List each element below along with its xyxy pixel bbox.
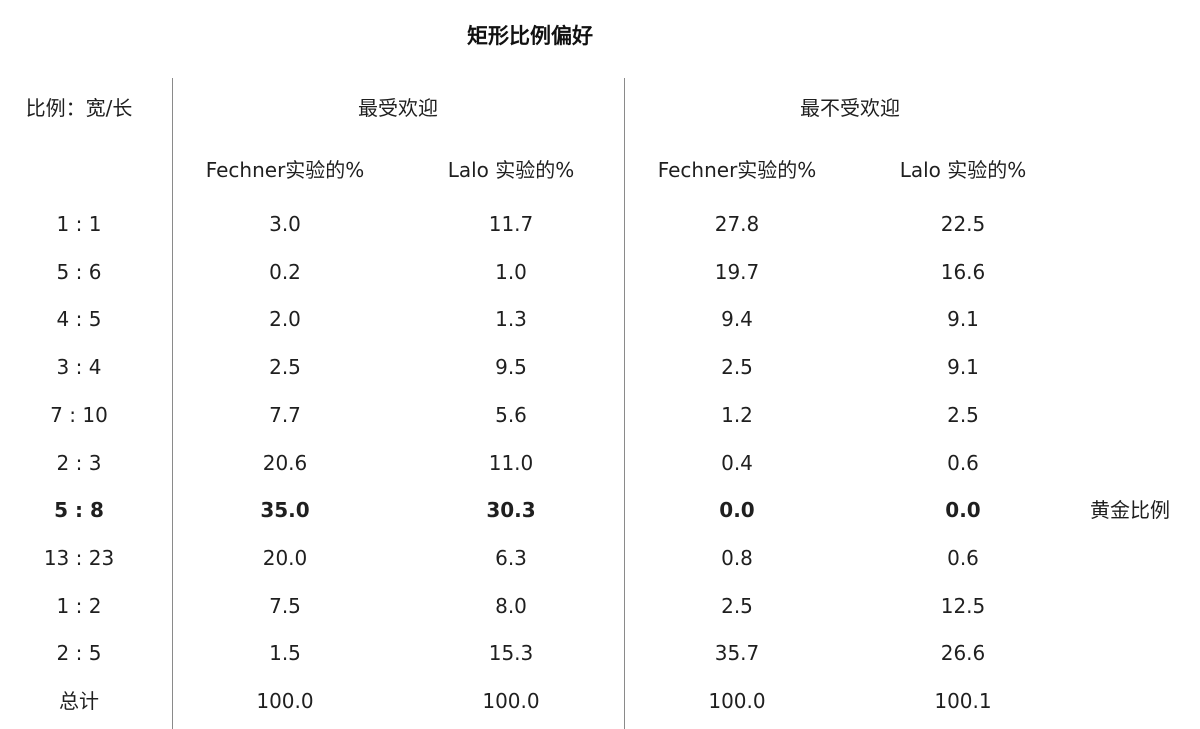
data-cell: 30.3 [486,498,536,522]
data-cell: 22.5 [940,212,986,236]
data-cell: 12.5 [940,594,986,618]
data-cell: 0.4 [721,451,753,475]
data-cell: 0.0 [945,498,981,522]
table-title: 矩形比例偏好 [467,24,593,48]
data-cell: 19.7 [714,260,760,284]
total-label: 总计 [59,689,99,713]
data-cell: 9.1 [947,307,979,331]
ratio-label: 1 : 1 [56,212,102,236]
data-cell: 0.0 [719,498,755,522]
group-header-least-popular: 最不受欢迎 [800,96,900,120]
column-header-lalo-popular: Lalo 实验的% [447,158,575,182]
ratio-label: 13 : 23 [43,546,115,570]
data-cell: 9.5 [495,355,527,379]
row-note: 黄金比例 [1090,498,1170,522]
ratio-label: 5 : 6 [56,260,102,284]
total-cell: 100.0 [482,689,540,713]
column-header-fechner-popular: Fechner实验的% [205,158,365,182]
divider-left [172,78,173,729]
ratio-label: 3 : 4 [56,355,102,379]
data-cell: 9.4 [721,307,753,331]
data-cell: 2.0 [269,307,301,331]
total-cell: 100.0 [708,689,766,713]
row-header-label: 比例：宽/长 [25,96,133,120]
data-cell: 11.7 [488,212,534,236]
data-cell: 7.5 [269,594,301,618]
data-cell: 26.6 [940,641,986,665]
ratio-label: 5 : 8 [54,498,104,522]
ratio-label: 2 : 5 [56,641,102,665]
data-cell: 8.0 [495,594,527,618]
data-cell: 0.6 [947,451,979,475]
data-cell: 15.3 [488,641,534,665]
data-cell: 0.6 [947,546,979,570]
data-cell: 1.0 [495,260,527,284]
data-cell: 9.1 [947,355,979,379]
data-cell: 35.0 [260,498,310,522]
data-cell: 0.2 [269,260,301,284]
total-cell: 100.1 [934,689,992,713]
total-cell: 100.0 [256,689,314,713]
data-cell: 2.5 [269,355,301,379]
ratio-label: 7 : 10 [50,403,108,427]
data-cell: 6.3 [495,546,527,570]
data-cell: 2.5 [721,594,753,618]
ratio-label: 1 : 2 [56,594,102,618]
data-cell: 20.0 [262,546,308,570]
data-cell: 16.6 [940,260,986,284]
column-header-lalo-unpopular: Lalo 实验的% [899,158,1027,182]
divider-right [624,78,625,729]
data-cell: 7.7 [269,403,301,427]
data-cell: 27.8 [714,212,760,236]
group-header-most-popular: 最受欢迎 [358,96,438,120]
ratio-label: 4 : 5 [56,307,102,331]
data-cell: 11.0 [488,451,534,475]
data-cell: 5.6 [495,403,527,427]
data-cell: 1.3 [495,307,527,331]
ratio-label: 2 : 3 [56,451,102,475]
data-cell: 35.7 [714,641,760,665]
data-cell: 2.5 [947,403,979,427]
data-cell: 1.2 [721,403,753,427]
data-cell: 2.5 [721,355,753,379]
column-header-fechner-unpopular: Fechner实验的% [657,158,817,182]
data-cell: 20.6 [262,451,308,475]
data-cell: 1.5 [269,641,301,665]
data-cell: 3.0 [269,212,301,236]
data-cell: 0.8 [721,546,753,570]
